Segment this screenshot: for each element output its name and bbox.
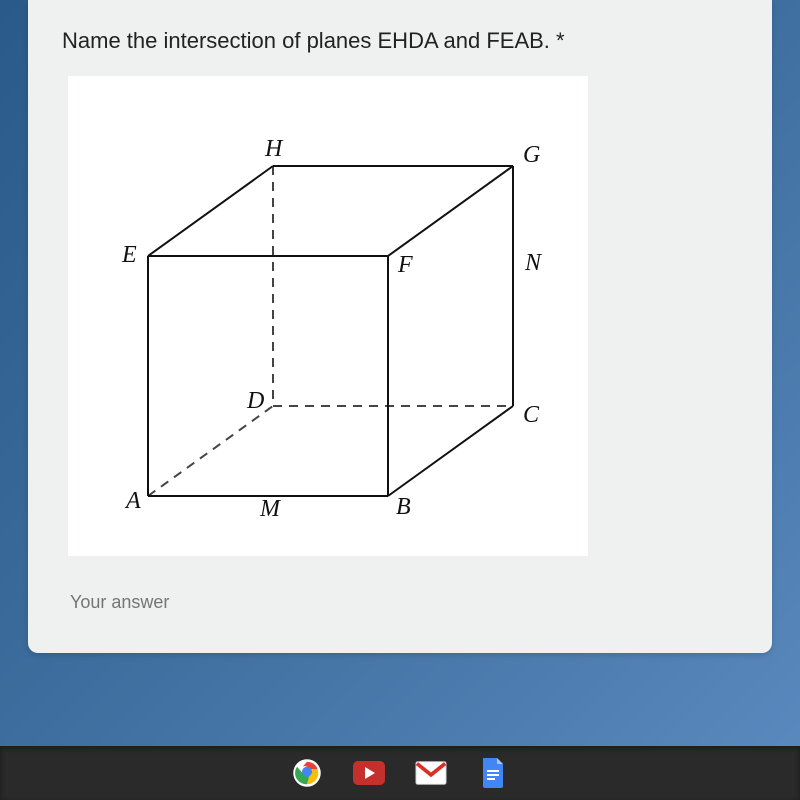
answer-row	[62, 586, 738, 635]
svg-text:C: C	[523, 402, 540, 428]
svg-text:F: F	[397, 252, 413, 278]
svg-text:B: B	[396, 494, 411, 520]
question-text: Name the intersection of planes EHDA and…	[62, 28, 738, 54]
chrome-icon[interactable]	[291, 757, 323, 789]
taskbar	[0, 746, 800, 800]
question-card: Name the intersection of planes EHDA and…	[28, 0, 772, 653]
youtube-icon[interactable]	[353, 757, 385, 789]
svg-text:E: E	[121, 242, 137, 268]
svg-text:M: M	[259, 496, 282, 522]
svg-text:N: N	[524, 250, 543, 276]
svg-text:G: G	[523, 142, 540, 168]
svg-text:A: A	[124, 488, 141, 514]
answer-input[interactable]	[70, 592, 270, 613]
cube-svg: A B C D E F G H M N	[68, 76, 588, 556]
svg-text:H: H	[264, 136, 284, 162]
cube-figure: A B C D E F G H M N	[68, 76, 588, 556]
docs-icon[interactable]	[477, 757, 509, 789]
gmail-icon[interactable]	[415, 757, 447, 789]
svg-text:D: D	[246, 388, 264, 414]
